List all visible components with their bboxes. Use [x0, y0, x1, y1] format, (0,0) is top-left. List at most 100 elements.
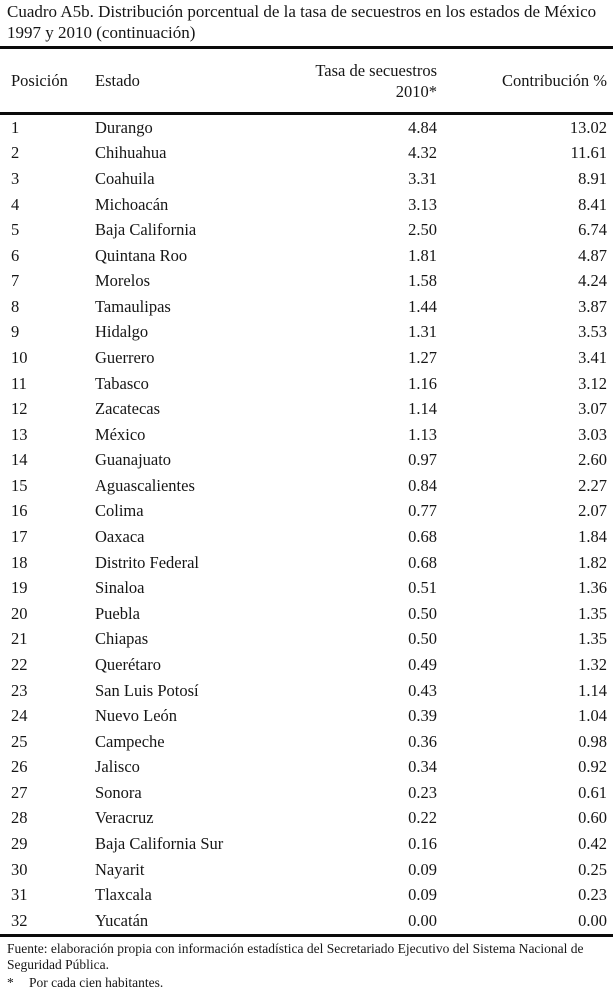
cell-posicion: 11 [0, 371, 84, 397]
cell-contribucion: 1.36 [437, 575, 613, 601]
cell-posicion: 15 [0, 473, 84, 499]
cell-tasa: 0.34 [262, 754, 437, 780]
cell-estado: Veracruz [84, 806, 262, 832]
cell-estado: Chiapas [84, 627, 262, 653]
cell-contribucion: 4.87 [437, 243, 613, 269]
cell-tasa: 0.09 [262, 857, 437, 883]
cell-posicion: 29 [0, 831, 84, 857]
cell-estado: Colima [84, 499, 262, 525]
table-header: Posición Estado Tasa de secuestros 2010*… [0, 48, 613, 114]
cell-posicion: 32 [0, 908, 84, 935]
cell-estado: Aguascalientes [84, 473, 262, 499]
header-row: Posición Estado Tasa de secuestros 2010*… [0, 48, 613, 114]
cell-tasa: 1.58 [262, 268, 437, 294]
cell-estado: Sinaloa [84, 575, 262, 601]
cell-estado: Yucatán [84, 908, 262, 935]
cell-contribucion: 1.84 [437, 524, 613, 550]
cell-estado: Distrito Federal [84, 550, 262, 576]
cell-posicion: 9 [0, 320, 84, 346]
cell-tasa: 0.23 [262, 780, 437, 806]
cell-contribucion: 0.92 [437, 754, 613, 780]
cell-posicion: 14 [0, 448, 84, 474]
cell-posicion: 21 [0, 627, 84, 653]
cell-estado: Chihuahua [84, 141, 262, 167]
cell-contribucion: 6.74 [437, 217, 613, 243]
cell-posicion: 13 [0, 422, 84, 448]
cell-estado: Tlaxcala [84, 882, 262, 908]
cell-estado: San Luis Potosí [84, 678, 262, 704]
cell-tasa: 0.77 [262, 499, 437, 525]
cell-contribucion: 0.98 [437, 729, 613, 755]
cell-posicion: 12 [0, 396, 84, 422]
cell-tasa: 3.31 [262, 166, 437, 192]
cell-posicion: 24 [0, 703, 84, 729]
cell-estado: Michoacán [84, 192, 262, 218]
footnote-text: Por cada cien habitantes. [29, 975, 163, 990]
cell-contribucion: 0.42 [437, 831, 613, 857]
kidnapping-rate-table: Posición Estado Tasa de secuestros 2010*… [0, 46, 613, 937]
cell-estado: Tamaulipas [84, 294, 262, 320]
cell-estado: México [84, 422, 262, 448]
cell-estado: Puebla [84, 601, 262, 627]
cell-contribucion: 0.60 [437, 806, 613, 832]
cell-contribucion: 0.00 [437, 908, 613, 935]
cell-contribucion: 1.04 [437, 703, 613, 729]
cell-tasa: 1.14 [262, 396, 437, 422]
cell-estado: Guanajuato [84, 448, 262, 474]
cell-tasa: 3.13 [262, 192, 437, 218]
footnote: *Por cada cien habitantes. [7, 975, 605, 991]
cell-posicion: 19 [0, 575, 84, 601]
cell-estado: Hidalgo [84, 320, 262, 346]
cell-posicion: 7 [0, 268, 84, 294]
cell-contribucion: 1.35 [437, 601, 613, 627]
cell-estado: Oaxaca [84, 524, 262, 550]
footnote-marker: * [7, 975, 29, 991]
cell-posicion: 31 [0, 882, 84, 908]
cell-tasa: 0.09 [262, 882, 437, 908]
cell-estado: Quintana Roo [84, 243, 262, 269]
cell-estado: Morelos [84, 268, 262, 294]
cell-tasa: 1.16 [262, 371, 437, 397]
cell-posicion: 17 [0, 524, 84, 550]
cell-contribucion: 2.07 [437, 499, 613, 525]
cell-contribucion: 0.23 [437, 882, 613, 908]
cell-tasa: 1.27 [262, 345, 437, 371]
cell-posicion: 10 [0, 345, 84, 371]
cell-tasa: 0.36 [262, 729, 437, 755]
cell-tasa: 1.13 [262, 422, 437, 448]
cell-posicion: 28 [0, 806, 84, 832]
cell-tasa: 0.50 [262, 601, 437, 627]
cell-estado: Baja California [84, 217, 262, 243]
cell-tasa: 0.97 [262, 448, 437, 474]
cell-contribucion: 3.12 [437, 371, 613, 397]
table-footer: Fuente: elaboración propia con informaci… [7, 941, 605, 991]
cell-posicion: 22 [0, 652, 84, 678]
cell-posicion: 27 [0, 780, 84, 806]
cell-tasa: 0.68 [262, 550, 437, 576]
cell-contribucion: 0.61 [437, 780, 613, 806]
cell-posicion: 30 [0, 857, 84, 883]
cell-tasa: 1.44 [262, 294, 437, 320]
cell-tasa: 0.51 [262, 575, 437, 601]
cell-posicion: 4 [0, 192, 84, 218]
cell-tasa: 0.39 [262, 703, 437, 729]
cell-posicion: 20 [0, 601, 84, 627]
cell-estado: Nayarit [84, 857, 262, 883]
